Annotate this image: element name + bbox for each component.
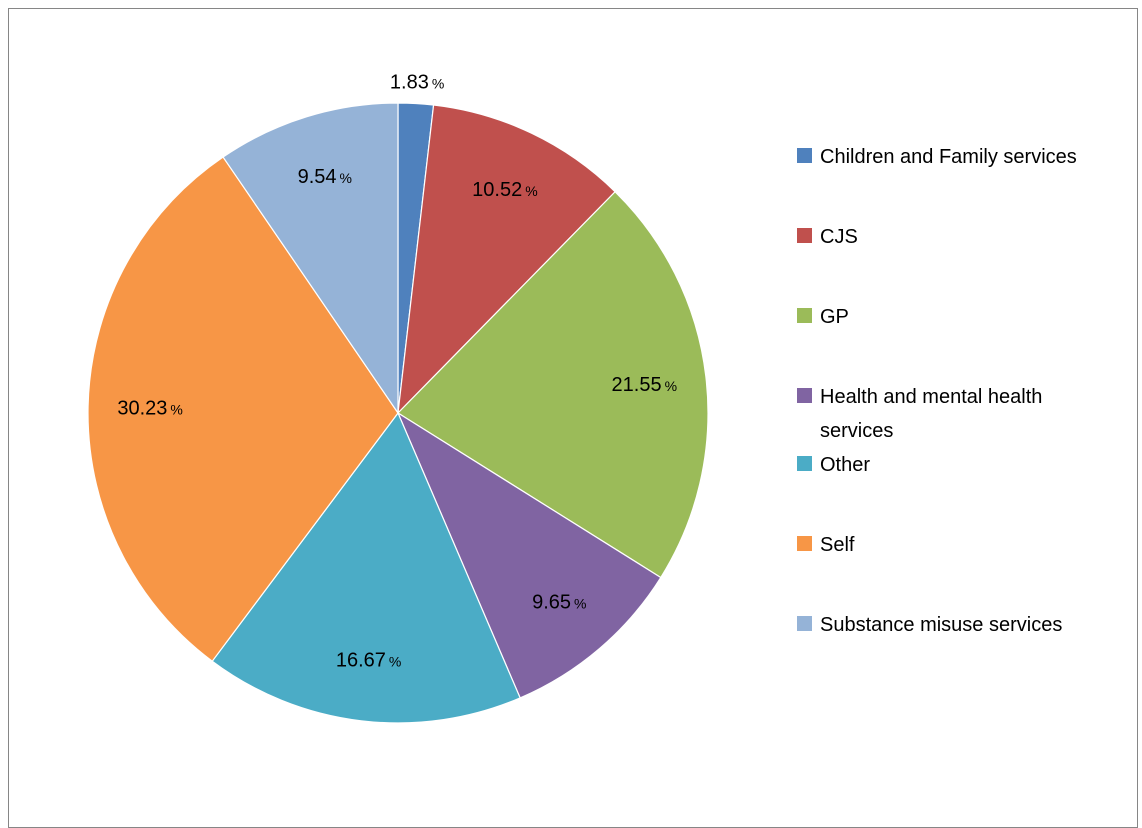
legend-label-health-and-mental-health-services-line-2: services xyxy=(820,420,893,442)
pie-slice-cjs xyxy=(397,104,616,415)
legend-swatch-other xyxy=(797,456,812,471)
data-label-children-and-family-services: 1.83% xyxy=(390,72,444,94)
legend-item-self: Self xyxy=(797,534,855,556)
legend-item-cjs: CJS xyxy=(797,226,858,248)
legend-swatch-gp xyxy=(797,308,812,323)
pie-slice-other xyxy=(211,411,521,724)
legend-swatch-health-and-mental-health-services xyxy=(797,388,812,403)
pie-slice-self xyxy=(87,156,399,663)
data-label-substance-misuse-services: 9.54% xyxy=(298,166,352,188)
legend-label-other: Other xyxy=(820,454,870,476)
legend-label-children-and-family-services: Children and Family services xyxy=(820,146,1077,168)
legend-item-health-and-mental-health-services: Health and mental health services xyxy=(797,386,1042,442)
legend-swatch-children-and-family-services xyxy=(797,148,812,163)
data-label-gp: 21.55% xyxy=(612,374,678,396)
legend-swatch-self xyxy=(797,536,812,551)
pie-slice-gp xyxy=(397,190,709,579)
legend-label-gp: GP xyxy=(820,306,849,328)
data-label-self: 30.23% xyxy=(117,398,183,420)
legend-label-health-and-mental-health-services: Health and mental health xyxy=(820,386,1042,408)
legend: Children and Family services CJS GP Health … xyxy=(797,146,1077,636)
pie-slice-health-and-mental-health-services xyxy=(396,411,662,699)
legend-swatch-substance-misuse-services xyxy=(797,616,812,631)
data-labels: 1.83 % 10.52 % 21.55 % 9.65 % 16.67 % 30.23 % 9.54% xyxy=(117,72,677,672)
chart-area: 1.83% 10.52% 21.55% 9.65% 16.67% 30.23% 9.54% … xyxy=(8,8,1138,828)
legend-item-children-and-family-services: Children and Family services xyxy=(797,146,1077,168)
data-label-health-and-mental-health-services: 9.65% xyxy=(532,591,586,613)
pie-chart: 1.83 %10.52 %21.55 %9.65 %16.67 %30.23 %9.54% … xyxy=(87,72,1077,724)
data-label-other: 16.67% xyxy=(336,649,402,671)
pie-slice-substance-misuse-services xyxy=(222,102,399,415)
legend-item-gp: GP xyxy=(797,306,849,328)
legend-swatch-cjs xyxy=(797,228,812,243)
pie-slices xyxy=(87,102,709,724)
legend-label-cjs: CJS xyxy=(820,226,858,248)
legend-label-substance-misuse-services: Substance misuse services xyxy=(820,614,1062,636)
legend-label-self: Self xyxy=(820,534,855,556)
legend-item-substance-misuse-services: Substance misuse services xyxy=(797,614,1062,636)
legend-item-other: Other xyxy=(797,454,870,476)
data-label-cjs: 10.52% xyxy=(472,179,538,201)
